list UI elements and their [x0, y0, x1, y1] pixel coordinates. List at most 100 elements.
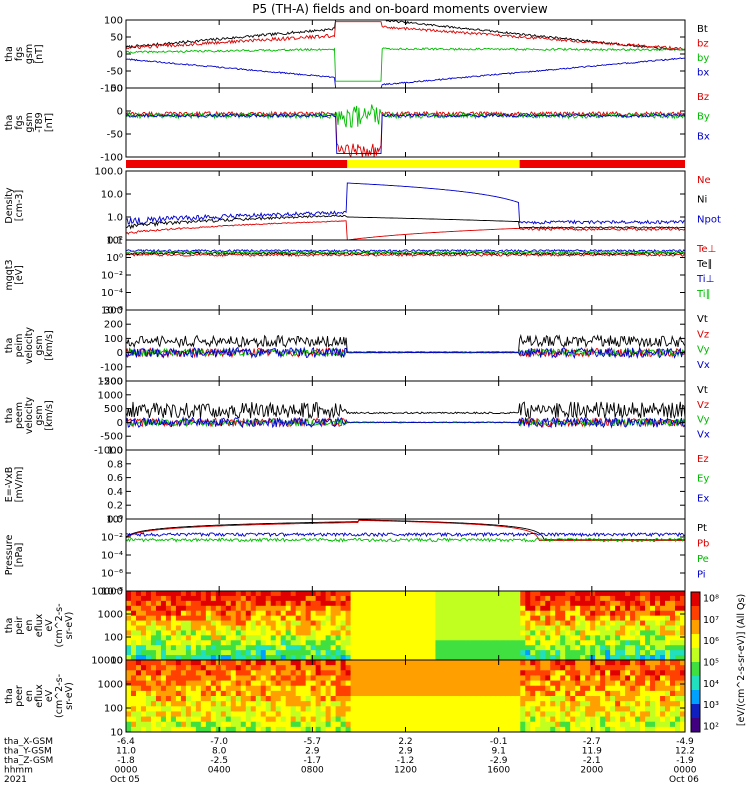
spectrogram-cell: [190, 680, 197, 687]
spectrogram-cell: [505, 610, 511, 617]
spectrogram-cell: [645, 645, 651, 651]
spectrogram-cell: [300, 721, 307, 728]
spectrogram-cell: [365, 696, 372, 702]
spectrogram-cell: [465, 711, 471, 718]
spectrogram-cell: [235, 645, 242, 651]
spectrogram-cell: [225, 675, 232, 682]
spectrogram-cell: [280, 605, 287, 612]
spectrogram-cell: [550, 711, 556, 718]
spectrogram-cell: [455, 680, 462, 687]
spectrogram-cell: [665, 726, 671, 732]
spectrogram-cell: [535, 605, 541, 612]
spectrogram-cell: [495, 615, 501, 622]
spectrogram-cell: [665, 625, 671, 632]
spectrogram-cell: [310, 711, 317, 718]
spectrogram-cell: [485, 665, 491, 671]
spectrogram-cell: [325, 645, 332, 651]
spectrogram-cell: [155, 706, 162, 713]
spectrogram-cell: [390, 600, 397, 607]
spectrogram-cell: [145, 625, 152, 632]
spectrogram-cell: [520, 711, 526, 718]
spectrogram-cell: [670, 655, 676, 660]
spectrogram-cell: [545, 696, 551, 702]
spectrogram-cell: [640, 675, 646, 682]
spectrogram-cell: [610, 690, 616, 697]
spectrogram-cell: [670, 630, 676, 636]
spectrogram-cell: [370, 701, 377, 707]
spectrogram-cell: [490, 620, 496, 627]
spectrogram-cell: [225, 610, 232, 617]
spectrogram-cell: [425, 650, 432, 656]
spectrogram-cell: [355, 605, 362, 612]
spectrogram-cell: [635, 696, 641, 702]
spectrogram-cell: [165, 706, 172, 713]
spectrogram-cell: [465, 615, 471, 622]
spectrogram-cell: [595, 630, 601, 636]
spectrogram-cell: [505, 680, 511, 687]
spectrogram-cell: [460, 726, 466, 732]
spectrogram-cell: [615, 591, 621, 597]
spectrogram-cell: [135, 711, 142, 718]
spectrogram-cell: [675, 615, 681, 622]
spectrogram-cell: [385, 685, 392, 692]
spectrogram-cell: [180, 701, 187, 707]
spectrogram-cell: [225, 721, 232, 728]
spectrogram-cell: [670, 610, 676, 617]
spectrogram-cell: [620, 675, 626, 682]
spectrogram-cell: [325, 640, 332, 646]
spectrogram-cell: [285, 605, 292, 612]
spectrogram-cell: [425, 605, 432, 612]
spectrogram-cell: [655, 591, 661, 597]
spectrogram-cell: [430, 670, 437, 677]
fgs-series-bz: [126, 21, 685, 50]
spectrogram-cell: [385, 655, 392, 660]
spectrogram-cell: [615, 716, 621, 723]
spectrogram-cell: [190, 696, 197, 702]
spectrogram-cell: [170, 650, 177, 656]
spectrogram-cell: [535, 680, 541, 687]
spectrogram-cell: [230, 655, 237, 660]
spectrogram-cell: [580, 605, 586, 612]
spectrogram-cell: [410, 716, 417, 723]
spectrogram-cell: [590, 660, 596, 666]
spectrogram-cell: [420, 675, 427, 682]
spectrogram-cell: [295, 625, 302, 632]
spectrogram-cell: [395, 665, 402, 671]
spectrogram-cell: [370, 600, 377, 607]
spectrogram-cell: [570, 660, 576, 666]
spectrogram-cell: [205, 595, 212, 602]
spectrogram-cell: [515, 680, 521, 687]
spectrogram-cell: [680, 696, 685, 702]
spectrogram-cell: [350, 640, 357, 646]
spectrogram-cell: [250, 716, 257, 723]
spectrogram-cell: [550, 630, 556, 636]
spectrogram-cell: [210, 675, 217, 682]
colorbar-step: [691, 620, 700, 635]
spectrogram-cell: [415, 670, 422, 677]
spectrogram-cell: [395, 716, 402, 723]
spectrogram-cell: [630, 640, 636, 646]
spectrogram-cell: [525, 726, 531, 732]
spectrogram-cell: [285, 635, 292, 641]
peem-ytick-label: 0: [117, 418, 123, 429]
spectrogram-cell: [260, 635, 267, 641]
spectrogram-cell: [290, 701, 297, 707]
spectrogram-cell: [126, 635, 132, 641]
spectrogram-cell: [530, 680, 536, 687]
spectrogram-cell: [280, 650, 287, 656]
colorbar-step: [691, 718, 700, 733]
spectrogram-cell: [210, 655, 217, 660]
spectrogram-cell: [435, 620, 442, 627]
spectrogram-cell: [590, 696, 596, 702]
spectrogram-cell: [375, 690, 382, 697]
spectrogram-cell: [155, 721, 162, 728]
colorbar-tick-label: 10³: [703, 700, 719, 711]
spectrogram-cell: [505, 625, 511, 632]
spectrogram-cell: [615, 605, 621, 612]
spectrogram-cell: [615, 685, 621, 692]
spectrogram-cell: [330, 655, 337, 660]
spectrogram-cell: [210, 665, 217, 671]
spectrogram-cell: [430, 716, 437, 723]
spectrogram-cell: [470, 620, 476, 627]
spectrogram-cell: [305, 685, 312, 692]
